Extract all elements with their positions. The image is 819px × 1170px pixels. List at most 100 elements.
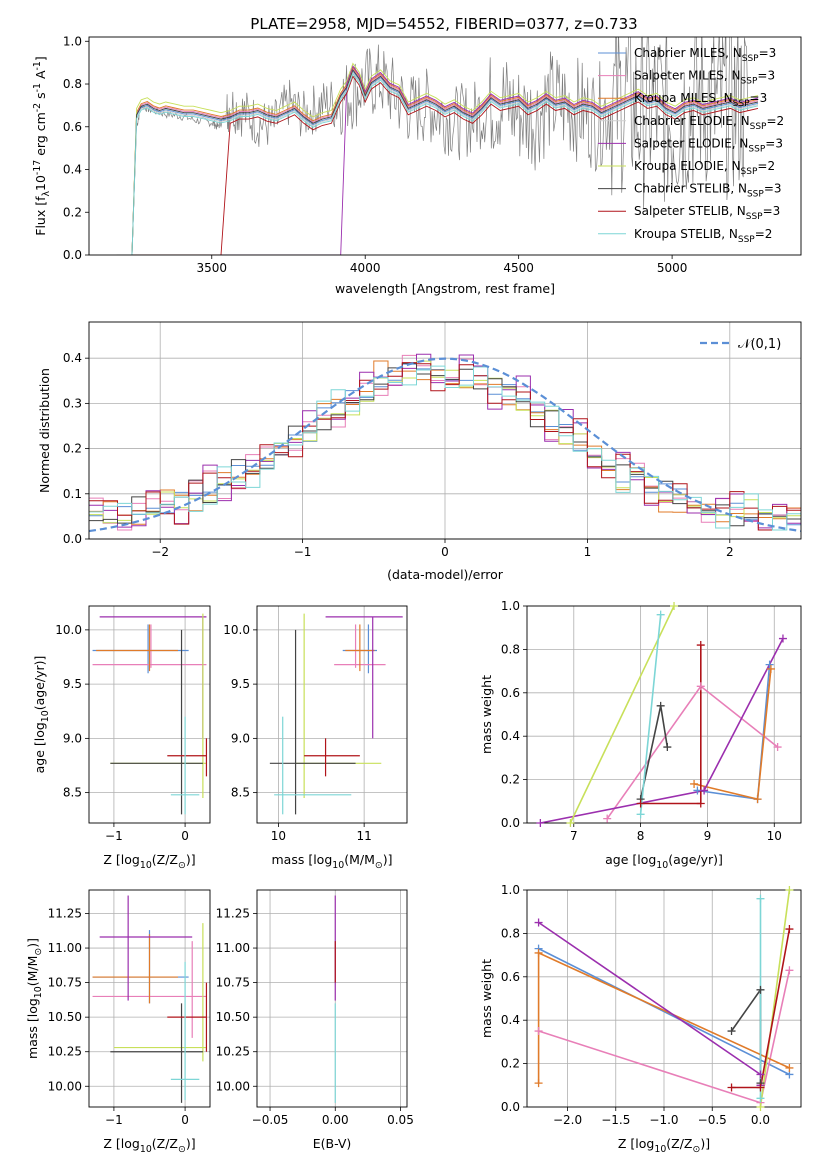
y-tick-label: 0.2	[501, 773, 520, 787]
weight-marker-2	[690, 779, 699, 788]
weight-marker-0	[693, 786, 702, 795]
legend-label-3: Chabrier ELODIE, NSSP=2	[634, 114, 784, 132]
weight-marker-7	[696, 641, 705, 650]
plot-area-age-vs-mass	[269, 613, 403, 815]
y-tick-label: 11.25	[216, 906, 250, 920]
weight-marker-5	[785, 886, 794, 894]
x-tick-label: 0.0	[751, 1113, 770, 1127]
model-line-5	[131, 62, 759, 255]
x-axis-label: (data-model)/error	[387, 567, 504, 582]
x-axis-label: Z [log10(Z/Z⊙)]	[103, 852, 195, 871]
x-tick-label: −0.5	[698, 1113, 727, 1127]
figure-title: PLATE=2958, MJD=54552, FIBERID=0377, z=0…	[250, 15, 637, 33]
x-tick-label: 0	[441, 545, 449, 559]
weight-marker-7	[696, 799, 705, 808]
y-tick-label: 0.6	[501, 686, 520, 700]
axes-age-vs-mass: 10 11 8.5 9.0 9.5 10.0 mass [log10(M/M⊙)]	[223, 605, 408, 871]
x-tick-label: 4000	[350, 261, 381, 275]
weight-marker-6	[656, 701, 665, 710]
weight-marker-7	[785, 925, 794, 934]
weight-marker-8	[756, 894, 765, 903]
y-tick-label: 10.00	[216, 1079, 250, 1093]
model-line-4	[132, 65, 759, 255]
x-tick-label: 8	[637, 829, 645, 843]
plot-area-massweight-vs-age	[540, 606, 784, 823]
y-tick-label: 0.2	[63, 442, 82, 456]
weight-marker-5	[670, 602, 679, 610]
gaussian-curve	[89, 357, 801, 533]
x-tick-label: 10	[767, 829, 782, 843]
model-line-7	[132, 75, 759, 255]
weight-marker-5	[566, 819, 575, 827]
y-tick-label: 0.0	[501, 1100, 520, 1114]
weight-marker-6	[727, 1027, 736, 1036]
x-tick-label: 11	[357, 829, 372, 843]
y-tick-label: 11.00	[48, 941, 82, 955]
y-tick-label: 0.8	[501, 642, 520, 656]
y-tick-label: 9.5	[231, 677, 250, 691]
legend-label-8: Kroupa STELIB, NSSP=2	[634, 227, 772, 245]
x-axis-label: Z [log10(Z/Z⊙)]	[103, 1136, 195, 1155]
y-tick-label: 0.4	[501, 1013, 520, 1027]
y-tick-label: 0.2	[501, 1057, 520, 1071]
x-tick-label: 10	[271, 829, 286, 843]
x-tick-label: 0.05	[387, 1113, 414, 1127]
plot-area-residuals	[89, 353, 801, 533]
y-tick-label: 0.6	[63, 120, 82, 134]
legend-label-1: Salpeter MILES, NSSP=3	[634, 69, 775, 87]
y-axis-label: mass weight	[479, 959, 494, 1038]
x-axis-label: Z [log10(Z/Z⊙)]	[618, 1136, 710, 1155]
weight-marker-4	[778, 634, 787, 643]
x-tick-label: 0	[181, 829, 189, 843]
y-axis-label: age [log10(age/yr)]	[32, 656, 51, 774]
weight-marker-2	[766, 664, 775, 673]
y-tick-label: 9.0	[63, 731, 82, 745]
x-tick-label: −2.0	[553, 1113, 582, 1127]
weight-line-0	[538, 947, 790, 1076]
y-tick-label: 0.4	[63, 163, 82, 177]
x-tick-label: −1	[105, 829, 123, 843]
histogram-step-8	[89, 365, 801, 531]
model-line-3	[131, 71, 759, 255]
x-tick-label: 2	[726, 545, 734, 559]
x-tick-label: 0	[181, 1113, 189, 1127]
axes-age-vs-Z: −1 0 8.5 9.0 9.5 10.0 Z [log10(Z/Z⊙)] age [log1…	[32, 605, 211, 871]
weight-marker-6	[756, 985, 765, 994]
legend-label-6: Chabrier STELIB, NSSP=3	[634, 182, 782, 200]
y-tick-label: 0.1	[63, 487, 82, 501]
plot-area-spectrum	[116, 37, 759, 255]
x-tick-label: −0.05	[252, 1113, 289, 1127]
y-tick-label: 9.0	[231, 731, 250, 745]
x-tick-label: 9	[704, 829, 712, 843]
weight-line-5	[759, 890, 791, 1107]
weight-marker-7	[636, 799, 645, 808]
y-tick-label: 0.4	[501, 729, 520, 743]
model-line-0	[131, 70, 759, 255]
y-tick-label: 11.00	[216, 941, 250, 955]
weight-marker-1	[696, 682, 705, 691]
weight-line-4	[540, 638, 784, 823]
plot-area-mass-vs-Z	[92, 895, 208, 1103]
weight-marker-6	[663, 743, 672, 752]
axes-frame	[88, 321, 802, 540]
weight-line-8	[639, 614, 662, 815]
weight-marker-7	[756, 1083, 765, 1092]
y-tick-label: 10.0	[55, 623, 82, 637]
y-tick-label: 0.2	[63, 205, 82, 219]
x-tick-label: 4500	[503, 261, 534, 275]
axes-spectrum: 3500 4000 4500 5000 0.0 0.2 0.4 0.6 0.8 1.0 wavele…	[32, 34, 802, 296]
weight-marker-1	[603, 814, 612, 823]
legend-gaussian-label: 𝒩(0,1)	[738, 337, 781, 352]
y-tick-label: 1.0	[63, 34, 82, 48]
y-tick-label: 8.5	[231, 786, 250, 800]
weight-marker-2	[785, 1063, 794, 1072]
x-tick-label: −2	[151, 545, 169, 559]
axes-massweight-vs-Z: −2.0 −1.5 −1.0 −0.5 0.0 0.0 0.2 0.4 0.6 0.8 1.0 Z […	[479, 883, 802, 1155]
weight-marker-1	[534, 1027, 543, 1036]
axes-frame	[88, 889, 211, 1108]
weight-marker-2	[753, 795, 762, 804]
x-tick-label: 0.00	[322, 1113, 349, 1127]
x-axis-label: age [log10(age/yr)]	[605, 852, 723, 871]
axes-mass-vs-Z: −1 0 10.00 10.25 10.50 10.75 11.00 11.25 Z [log1…	[25, 889, 211, 1155]
y-tick-label: 10.75	[48, 976, 82, 990]
